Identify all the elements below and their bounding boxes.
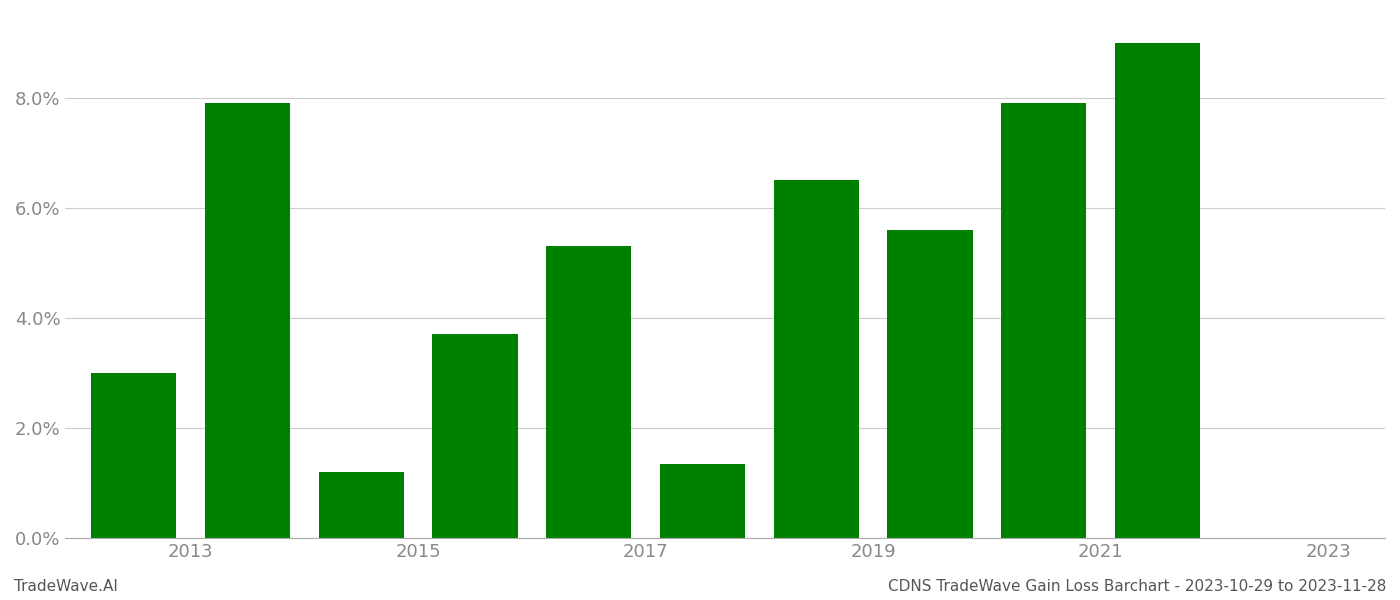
Bar	[1001, 103, 1086, 538]
Text: CDNS TradeWave Gain Loss Barchart - 2023-10-29 to 2023-11-28: CDNS TradeWave Gain Loss Barchart - 2023…	[888, 579, 1386, 594]
Bar	[433, 334, 518, 538]
Bar	[888, 230, 973, 538]
Text: TradeWave.AI: TradeWave.AI	[14, 579, 118, 594]
Bar	[659, 464, 745, 538]
Bar	[774, 180, 860, 538]
Bar	[204, 103, 290, 538]
Bar	[91, 373, 176, 538]
Bar	[1114, 43, 1200, 538]
Bar	[546, 246, 631, 538]
Bar	[319, 472, 403, 538]
